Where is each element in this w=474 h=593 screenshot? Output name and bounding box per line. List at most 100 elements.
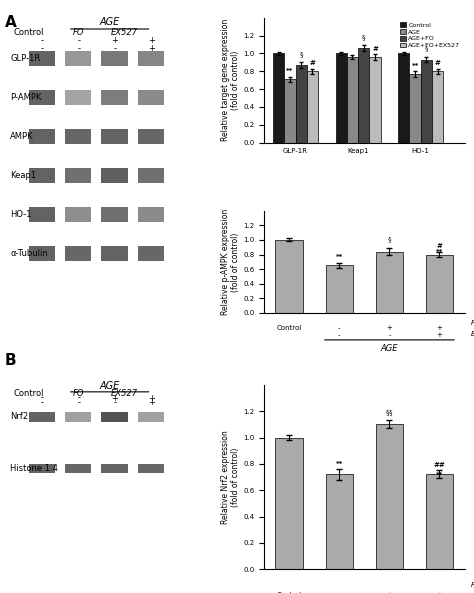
Bar — [65, 168, 91, 183]
Text: FO: FO — [471, 320, 474, 326]
Text: FO: FO — [471, 582, 474, 588]
Bar — [369, 57, 381, 143]
Bar — [28, 464, 55, 473]
Text: EX527: EX527 — [471, 331, 474, 337]
Text: EX527: EX527 — [110, 388, 138, 397]
Bar — [138, 412, 164, 422]
Bar — [101, 464, 128, 473]
Bar — [326, 266, 353, 313]
Text: Control: Control — [277, 592, 302, 593]
Text: -: - — [41, 398, 44, 407]
Text: -
-: - - — [338, 592, 341, 593]
Bar — [284, 79, 295, 143]
Bar — [375, 425, 403, 569]
Text: **: ** — [286, 68, 293, 74]
Text: **: ** — [411, 63, 419, 69]
Text: +: + — [148, 44, 155, 53]
Text: #: # — [372, 46, 378, 52]
Bar — [65, 246, 91, 262]
Text: **: ** — [436, 473, 443, 479]
Bar — [426, 474, 453, 569]
Text: -: - — [41, 394, 44, 403]
Bar — [101, 129, 128, 144]
Bar — [138, 51, 164, 66]
Text: **: ** — [436, 248, 443, 254]
Text: AGE: AGE — [381, 345, 398, 353]
Text: -: - — [77, 36, 80, 45]
Text: HO-1: HO-1 — [10, 210, 32, 219]
Text: B: B — [5, 353, 17, 368]
Text: +: + — [148, 36, 155, 45]
Bar — [295, 65, 307, 143]
Bar — [101, 51, 128, 66]
Text: **: ** — [336, 254, 343, 260]
Bar — [138, 464, 164, 473]
Bar — [101, 412, 128, 422]
Bar — [138, 168, 164, 183]
Bar — [410, 74, 421, 143]
Bar — [28, 90, 55, 106]
Text: Histone 1.4: Histone 1.4 — [10, 464, 58, 473]
Bar — [28, 129, 55, 144]
Text: +
-: + - — [386, 326, 392, 338]
Bar — [65, 412, 91, 422]
Bar — [358, 48, 369, 143]
Text: -
-: - - — [338, 326, 341, 338]
Bar — [101, 168, 128, 183]
Bar — [65, 90, 91, 106]
Bar — [28, 412, 55, 422]
Legend: Control, AGE, AGE+FO, AGE+FO+EX527: Control, AGE, AGE+FO, AGE+FO+EX527 — [399, 21, 461, 49]
Text: #: # — [310, 60, 315, 66]
Bar — [275, 240, 303, 313]
Bar — [138, 246, 164, 262]
Text: Control: Control — [277, 326, 302, 331]
Text: A: A — [5, 15, 17, 30]
Text: GLP-1R: GLP-1R — [10, 55, 41, 63]
Bar — [28, 246, 55, 262]
Y-axis label: Relative target gene expression
(fold of control): Relative target gene expression (fold of… — [221, 19, 240, 141]
Text: -: - — [114, 44, 117, 53]
Bar — [65, 464, 91, 473]
Bar — [138, 129, 164, 144]
Text: **: ** — [336, 461, 343, 467]
Text: $\S$: $\S$ — [361, 33, 366, 43]
Bar — [432, 71, 443, 143]
Text: #: # — [435, 60, 440, 66]
Text: $\S$: $\S$ — [299, 50, 304, 60]
Bar — [65, 51, 91, 66]
Text: +
-: + - — [386, 592, 392, 593]
Text: +
+: + + — [437, 326, 442, 338]
Bar — [307, 71, 318, 143]
Bar — [101, 246, 128, 262]
Text: -: - — [114, 398, 117, 407]
Bar — [101, 207, 128, 222]
Text: -: - — [77, 398, 80, 407]
Text: Nrf2: Nrf2 — [10, 412, 28, 422]
Text: $\S\S$: $\S\S$ — [385, 408, 394, 418]
Text: -: - — [77, 44, 80, 53]
Text: +: + — [148, 394, 155, 403]
Text: Control: Control — [13, 388, 44, 397]
Bar — [65, 129, 91, 144]
Text: Control: Control — [13, 28, 44, 37]
Bar — [421, 60, 432, 143]
Text: -: - — [77, 394, 80, 403]
Text: AGE: AGE — [100, 17, 120, 27]
Text: +
+: + + — [437, 592, 442, 593]
Text: $\S$: $\S$ — [424, 45, 429, 55]
Text: #: # — [437, 243, 442, 248]
Text: AMPK: AMPK — [10, 132, 34, 141]
Text: +: + — [112, 394, 118, 403]
Text: -: - — [41, 36, 44, 45]
Bar — [101, 90, 128, 106]
Text: +: + — [148, 398, 155, 407]
Bar — [28, 207, 55, 222]
Bar — [65, 207, 91, 222]
Text: -: - — [41, 44, 44, 53]
Bar — [138, 90, 164, 106]
Text: AGE: AGE — [100, 381, 120, 391]
Bar — [273, 53, 284, 143]
Text: +: + — [112, 36, 118, 45]
Text: $\S$: $\S$ — [387, 235, 392, 245]
Text: α-Tubulin: α-Tubulin — [10, 249, 48, 258]
